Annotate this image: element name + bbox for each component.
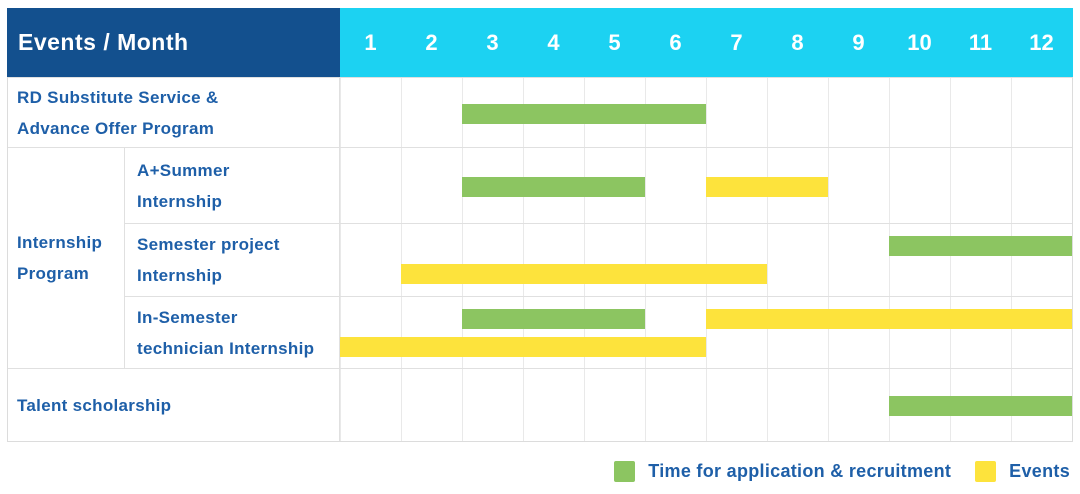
chart-cell-semester-project bbox=[340, 224, 1072, 296]
chart-cell-in-semester-technician bbox=[340, 297, 1072, 368]
table-row: RD Substitute Service & Advance Offer Pr… bbox=[8, 77, 1072, 147]
legend-swatch-event bbox=[975, 460, 997, 482]
row-label-internship-program: Internship Program bbox=[17, 233, 103, 283]
row-label-a-plus-summer: A+Summer Internship bbox=[125, 148, 340, 223]
table-row: Semester project Internship bbox=[125, 223, 1072, 296]
table-row: A+Summer Internship bbox=[125, 148, 1072, 223]
month-header-cell: 10 bbox=[907, 29, 932, 55]
gantt-bar-event bbox=[340, 337, 706, 357]
table-row: Talent scholarship bbox=[8, 368, 1072, 441]
gantt-bar-recruitment bbox=[462, 103, 706, 124]
legend-item: Events bbox=[975, 460, 1070, 482]
internship-program-group: Internship Program A+Summer Internship S… bbox=[8, 147, 1072, 368]
month-header: 1 2 3 4 5 6 7 8 9 10 11 12 bbox=[340, 8, 1073, 77]
chart-cell-rd-substitute bbox=[340, 78, 1072, 147]
events-month-header-cell: Events / Month bbox=[7, 8, 340, 77]
group-label-cell: Internship Program bbox=[8, 148, 125, 368]
legend: Time for application & recruitment Events bbox=[614, 455, 1070, 487]
legend-label: Events bbox=[1009, 460, 1070, 481]
row-label-in-semester-technician: In-Semester technician Internship bbox=[125, 297, 340, 368]
month-header-cell: 4 bbox=[547, 29, 560, 55]
month-header-cell: 6 bbox=[669, 29, 682, 55]
gantt-bar-recruitment bbox=[462, 309, 645, 329]
gantt-bar-event bbox=[706, 309, 1072, 329]
row-label-rd-substitute: RD Substitute Service & Advance Offer Pr… bbox=[8, 78, 340, 147]
month-header-cell: 2 bbox=[425, 29, 438, 55]
internship-sub-rows: A+Summer Internship Semester project Int… bbox=[125, 148, 1072, 368]
gantt-bar-recruitment bbox=[462, 176, 645, 197]
legend-item: Time for application & recruitment bbox=[614, 460, 952, 482]
gantt-bar-recruitment bbox=[889, 236, 1072, 256]
gantt-bar-event bbox=[401, 264, 767, 284]
table-row: In-Semester technician Internship bbox=[125, 296, 1072, 368]
month-header-cell: 3 bbox=[486, 29, 499, 55]
legend-swatch-recruitment bbox=[614, 460, 636, 482]
month-header-cell: 9 bbox=[852, 29, 865, 55]
events-table: Events / Month 1 2 3 4 5 6 7 8 9 10 11 12 RD Substi… bbox=[7, 8, 1073, 442]
chart-cell-a-plus-summer bbox=[340, 148, 1072, 223]
row-label-semester-project: Semester project Internship bbox=[125, 224, 340, 296]
legend-label: Time for application & recruitment bbox=[648, 460, 952, 481]
table-title: Events / Month bbox=[18, 29, 189, 55]
row-label-talent-scholarship: Talent scholarship bbox=[8, 369, 340, 441]
month-header-cell: 7 bbox=[730, 29, 743, 55]
table-header-row: Events / Month 1 2 3 4 5 6 7 8 9 10 11 12 bbox=[7, 8, 1073, 77]
chart-cell-talent-scholarship bbox=[340, 369, 1072, 441]
gantt-bar-recruitment bbox=[889, 396, 1072, 416]
month-header-cell: 5 bbox=[608, 29, 621, 55]
gantt-bar-event bbox=[706, 176, 828, 197]
month-header-cell: 11 bbox=[968, 29, 993, 55]
month-header-cell: 12 bbox=[1029, 29, 1054, 55]
month-header-cell: 1 bbox=[364, 29, 377, 55]
month-header-cell: 8 bbox=[791, 29, 804, 55]
